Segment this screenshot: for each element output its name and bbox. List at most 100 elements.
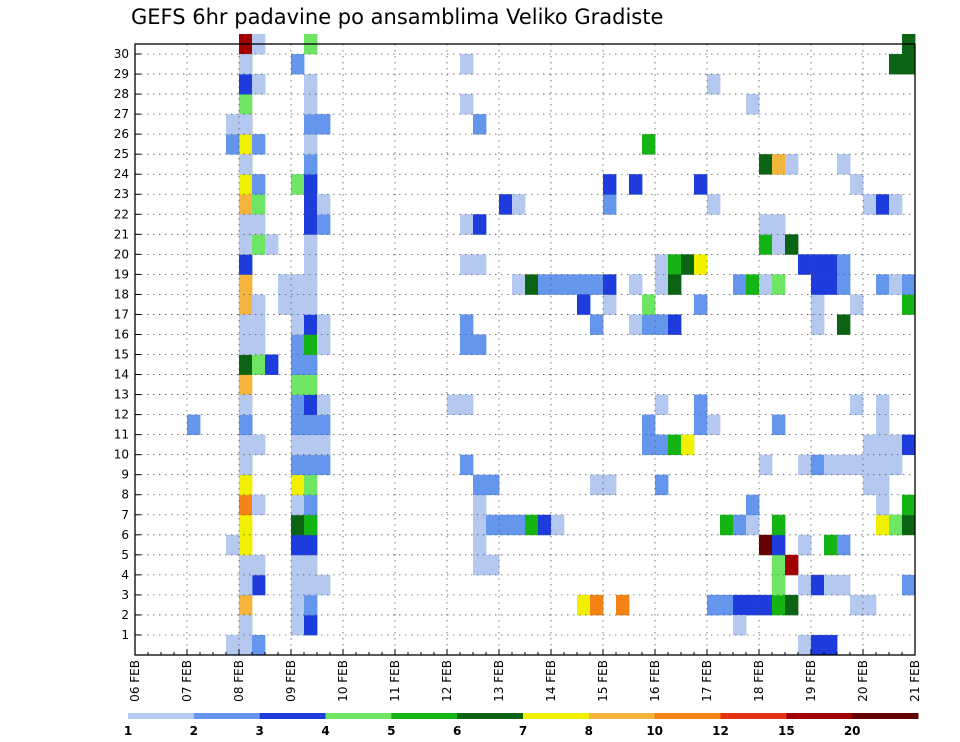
heatmap-cell	[655, 434, 669, 456]
heatmap-cell	[304, 494, 318, 516]
heatmap-cell	[837, 314, 851, 335]
heatmap-cell	[239, 74, 253, 95]
heatmap-cell	[473, 114, 487, 135]
heatmap-cell	[239, 134, 253, 155]
heatmap-cell	[785, 154, 799, 175]
x-tick-label: 20 FEB	[856, 660, 870, 702]
y-tick-label: 26	[114, 127, 129, 141]
legend-label: 15	[778, 724, 795, 738]
x-tick-label: 21 FEB	[908, 660, 922, 702]
heatmap-cell	[798, 574, 812, 596]
heatmap-cell	[291, 554, 305, 576]
heatmap-cell	[304, 574, 318, 596]
heatmap-cell	[460, 394, 474, 415]
heatmap-cell	[226, 534, 240, 556]
legend-label: 8	[585, 724, 593, 738]
legend-swatch	[325, 713, 392, 719]
heatmap-cell	[603, 294, 617, 315]
heatmap-cell	[473, 254, 487, 275]
y-tick-label: 27	[114, 107, 129, 121]
heatmap-cell	[733, 274, 747, 295]
heatmap-cell	[694, 394, 708, 415]
heatmap-cell	[291, 494, 305, 516]
heatmap-cell	[642, 414, 656, 436]
heatmap-cell	[837, 534, 851, 556]
legend-label: 7	[519, 724, 527, 738]
heatmap-cell	[317, 434, 331, 456]
heatmap-cell	[473, 514, 487, 536]
heatmap-cell	[291, 354, 305, 375]
heatmap-cell	[863, 194, 877, 215]
heatmap-cell	[642, 314, 656, 335]
heatmap-cell	[863, 594, 877, 616]
heatmap-cell	[239, 454, 253, 476]
legend-swatch	[786, 713, 853, 719]
legend-label: 4	[321, 724, 329, 738]
x-tick-label: 15 FEB	[596, 660, 610, 702]
x-tick-label: 09 FEB	[284, 660, 298, 702]
heatmap-cell	[876, 494, 890, 516]
heatmap-cell	[317, 194, 331, 215]
heatmap-cell	[317, 454, 331, 476]
heatmap-cell	[239, 254, 253, 275]
heatmap-cell	[538, 514, 552, 536]
heatmap-cell	[902, 494, 916, 516]
heatmap-cell	[746, 514, 760, 536]
heatmap-cell	[473, 554, 487, 576]
heatmap-cell	[824, 574, 838, 596]
heatmap-cell	[239, 634, 253, 656]
heatmap-cell	[252, 134, 266, 155]
heatmap-cell	[798, 454, 812, 476]
heatmap-cell	[460, 254, 474, 275]
heatmap-cell	[304, 194, 318, 215]
y-tick-label: 4	[121, 568, 129, 582]
heatmap-cell	[876, 514, 890, 536]
heatmap-cell	[759, 214, 773, 235]
heatmap-cell	[278, 294, 292, 315]
heatmap-cell	[668, 254, 682, 275]
heatmap-cell	[226, 114, 240, 135]
heatmap-cell	[772, 514, 786, 536]
heatmap-cell	[304, 334, 318, 355]
heatmap-cell	[681, 254, 695, 275]
heatmap-cell	[707, 414, 721, 436]
y-tick-label: 25	[114, 147, 129, 161]
heatmap-cell	[629, 174, 643, 195]
heatmap-cell	[902, 574, 916, 596]
heatmap-cell	[499, 514, 513, 536]
heatmap-cell	[447, 394, 461, 415]
heatmap-cell	[239, 534, 253, 556]
legend-swatch	[588, 713, 656, 719]
heatmap-cell	[902, 54, 916, 75]
heatmap-cell	[304, 374, 318, 395]
heatmap-cell	[876, 474, 890, 496]
heatmap-cell	[460, 314, 474, 335]
legend-swatch	[654, 713, 721, 719]
heatmap-cell	[733, 594, 747, 616]
heatmap-cell	[603, 174, 617, 195]
heatmap-cell	[304, 554, 318, 576]
heatmap-cell	[278, 274, 292, 295]
heatmap-cell	[291, 434, 305, 456]
legend-label: 20	[844, 724, 861, 738]
heatmap-cell	[746, 274, 760, 295]
x-tick-label: 10 FEB	[336, 660, 350, 702]
heatmap-cell	[850, 394, 864, 415]
heatmap-cell	[798, 254, 812, 275]
heatmap-cell	[304, 134, 318, 155]
heatmap-cell	[239, 394, 253, 415]
heatmap-cell	[252, 234, 266, 255]
heatmap-cell	[603, 474, 617, 496]
heatmap-cell	[239, 234, 253, 255]
y-tick-label: 10	[114, 448, 129, 462]
heatmap-cell	[850, 594, 864, 616]
heatmap-cell	[811, 294, 825, 315]
heatmap-cell	[239, 594, 253, 616]
y-tick-label: 22	[114, 207, 129, 221]
y-tick-label: 18	[114, 287, 129, 301]
y-tick-label: 14	[114, 368, 129, 382]
heatmap-cell	[889, 434, 903, 456]
heatmap-cell	[291, 594, 305, 616]
heatmap-cell	[226, 134, 240, 155]
heatmap-cell	[473, 534, 487, 556]
